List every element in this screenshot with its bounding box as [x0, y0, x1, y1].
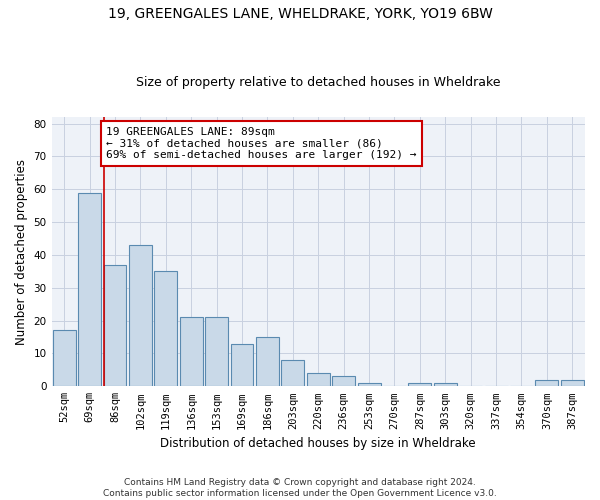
Bar: [409, 383, 431, 386]
Bar: [205, 318, 228, 386]
Bar: [154, 272, 177, 386]
Bar: [332, 376, 355, 386]
Bar: [129, 245, 152, 386]
Bar: [358, 383, 380, 386]
Text: 19, GREENGALES LANE, WHELDRAKE, YORK, YO19 6BW: 19, GREENGALES LANE, WHELDRAKE, YORK, YO…: [107, 8, 493, 22]
Text: 19 GREENGALES LANE: 89sqm
← 31% of detached houses are smaller (86)
69% of semi-: 19 GREENGALES LANE: 89sqm ← 31% of detac…: [106, 127, 416, 160]
Bar: [256, 337, 279, 386]
Bar: [434, 383, 457, 386]
Bar: [535, 380, 559, 386]
Bar: [561, 380, 584, 386]
Bar: [180, 318, 203, 386]
Bar: [53, 330, 76, 386]
Bar: [281, 360, 304, 386]
Bar: [230, 344, 253, 386]
Bar: [78, 192, 101, 386]
Bar: [104, 265, 127, 386]
Bar: [307, 373, 330, 386]
Y-axis label: Number of detached properties: Number of detached properties: [15, 158, 28, 344]
X-axis label: Distribution of detached houses by size in Wheldrake: Distribution of detached houses by size …: [160, 437, 476, 450]
Title: Size of property relative to detached houses in Wheldrake: Size of property relative to detached ho…: [136, 76, 500, 90]
Text: Contains HM Land Registry data © Crown copyright and database right 2024.
Contai: Contains HM Land Registry data © Crown c…: [103, 478, 497, 498]
